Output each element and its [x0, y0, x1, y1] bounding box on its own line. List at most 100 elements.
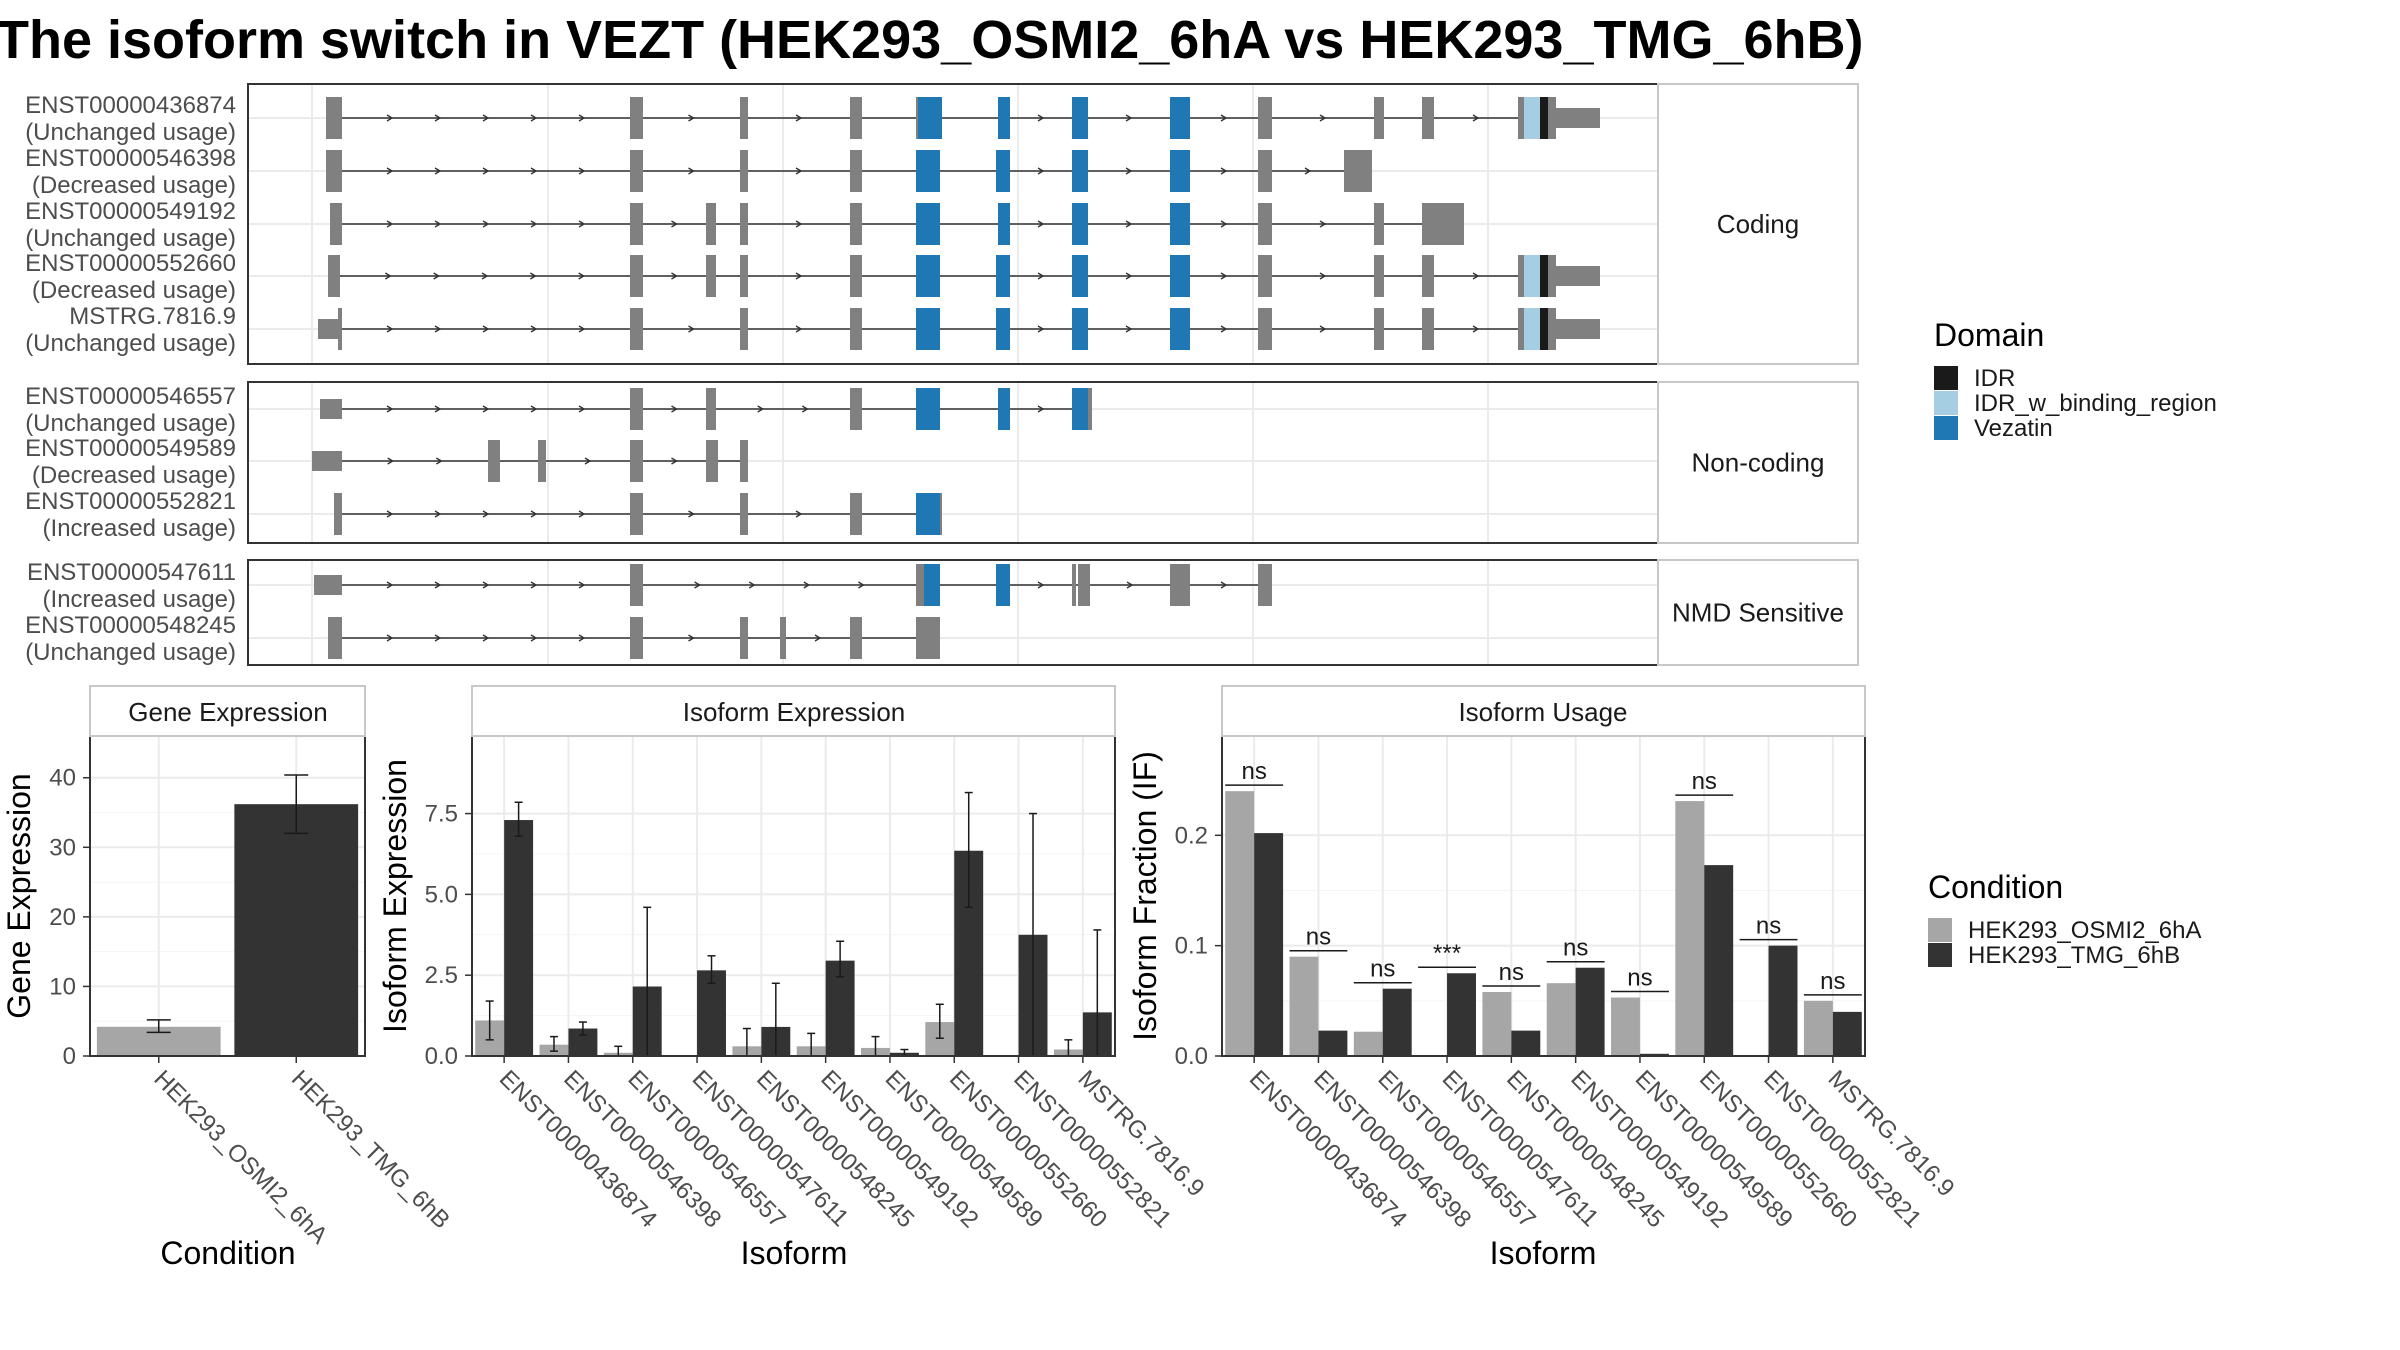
intron-arrow [1037, 325, 1045, 333]
y-tick-label: 20 [49, 904, 76, 931]
y-tick-label: 0.1 [1175, 933, 1208, 960]
exon-block [320, 399, 342, 419]
intron-arrow [795, 220, 803, 228]
intron-arrow [578, 634, 586, 642]
intron-arrow [530, 405, 538, 413]
intron-arrow [1125, 220, 1133, 228]
domain-legend-key [1934, 416, 1958, 440]
intron-arrow [434, 581, 442, 589]
exon-block [330, 203, 342, 245]
exon-block [1556, 108, 1600, 128]
exon-block [630, 203, 643, 245]
vezatin-domain-block [1170, 97, 1190, 139]
intron-arrow [578, 167, 586, 175]
isoform-bar [1482, 992, 1512, 1056]
exon-block [850, 308, 862, 350]
exon-block [850, 493, 862, 535]
vezatin-domain-block [916, 308, 940, 350]
exon-block [740, 308, 748, 350]
exon-block [940, 493, 942, 535]
isoform-bar [1704, 865, 1734, 1056]
y-tick-label: 7.5 [425, 801, 458, 828]
exon-block [740, 617, 748, 659]
exon-block [630, 440, 643, 482]
significance-label: ns [1563, 935, 1588, 962]
intron-arrow [1037, 581, 1045, 589]
facet-strip [89, 685, 366, 737]
exon-block [1548, 97, 1556, 139]
vezatin-domain-block [1072, 203, 1088, 245]
exon-block [318, 319, 340, 339]
vezatin-domain-block [924, 564, 940, 606]
intron-arrow [671, 272, 678, 280]
idr-domain-block [1540, 308, 1548, 350]
intron-arrow [671, 405, 678, 413]
vezatin-domain-block [1072, 255, 1088, 297]
exon-block [1258, 308, 1272, 350]
vezatin-domain-block [916, 388, 940, 430]
exon-block [488, 440, 500, 482]
domain-legend-key [1934, 391, 1958, 415]
exon-block [1422, 97, 1434, 139]
vezatin-domain-block [998, 203, 1010, 245]
transcript-id-label: ENST00000552660 [25, 250, 236, 277]
vezatin-domain-block [1170, 150, 1190, 192]
transcript-usage-label: (Unchanged usage) [25, 410, 236, 437]
transcript-id-label: ENST00000436874 [25, 92, 236, 119]
isoform-bar [1832, 1011, 1862, 1056]
y-tick-label: 5.0 [425, 881, 458, 908]
intron-arrow [1472, 325, 1480, 333]
exon-block [338, 617, 342, 659]
facet-strip-label: Isoform Expression [683, 697, 906, 727]
intron-arrow [671, 220, 678, 228]
exon-block [1422, 255, 1434, 297]
intron-arrow [1126, 581, 1134, 589]
intron-arrow [578, 325, 586, 333]
transcript-id-label: ENST00000549192 [25, 198, 236, 225]
intron-arrow [530, 581, 538, 589]
exon-block [314, 575, 342, 595]
isoform-bar [1639, 1053, 1669, 1056]
exon-block [1436, 203, 1464, 245]
intron-arrow [688, 325, 695, 333]
exon-block [1518, 97, 1524, 139]
exon-block [326, 97, 340, 139]
exon-block [1518, 255, 1524, 297]
significance-label: ns [1370, 956, 1395, 983]
exon-block [630, 493, 643, 535]
facet-strip-label: Coding [1717, 209, 1799, 239]
intron-arrow [434, 634, 442, 642]
transcript-usage-label: (Increased usage) [43, 586, 236, 613]
exon-block [1088, 388, 1092, 430]
exon-block [1556, 266, 1600, 286]
significance-label: ns [1756, 913, 1781, 940]
facet-strip [1221, 685, 1866, 737]
isoform-bar [1768, 945, 1798, 1056]
intron-arrow [1319, 325, 1327, 333]
exon-block [850, 203, 862, 245]
exon-block [1352, 150, 1372, 192]
y-tick-label: 0 [63, 1043, 76, 1070]
bar-chart-panels: Gene Expression010203040HEK293_OSMI2_6hA… [1, 685, 1960, 1271]
intron-arrow [688, 510, 695, 518]
intron-arrow [671, 457, 678, 465]
isoform-bar [1675, 801, 1705, 1056]
vezatin-domain-block [916, 255, 940, 297]
intron-arrow [584, 457, 592, 465]
exon-block [916, 564, 924, 606]
exon-block [630, 150, 643, 192]
intron-arrow [578, 220, 586, 228]
domain-legend-label: IDR [1974, 365, 2015, 392]
facet-strip [471, 685, 1116, 737]
transcript-usage-label: (Unchanged usage) [25, 639, 236, 666]
transcript-usage-label: (Unchanged usage) [25, 225, 236, 252]
intron-arrow [482, 325, 490, 333]
transcript-usage-label: (Unchanged usage) [25, 119, 236, 146]
exon-block [338, 308, 342, 350]
intron-arrow [434, 510, 442, 518]
transcript-usage-label: (Decreased usage) [32, 172, 236, 199]
condition-legend-label: HEK293_TMG_6hB [1968, 942, 2180, 969]
significance-label: *** [1433, 940, 1461, 967]
exon-block [630, 308, 643, 350]
